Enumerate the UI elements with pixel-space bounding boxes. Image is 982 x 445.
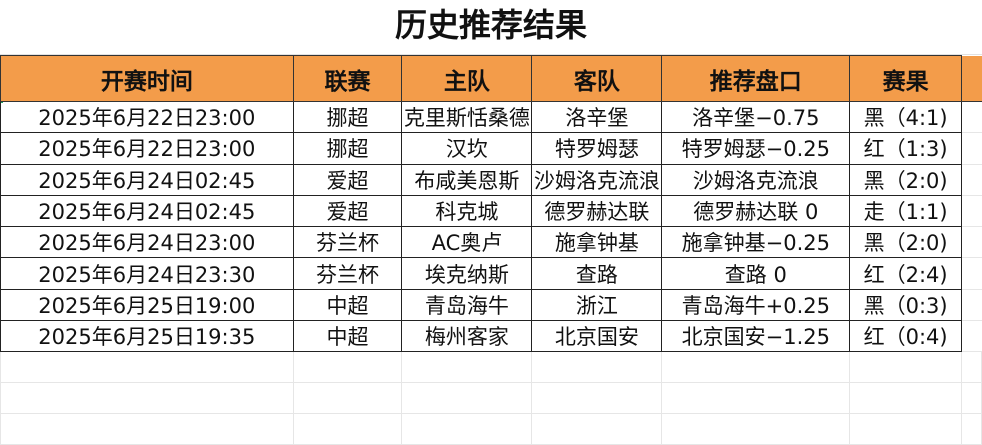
cell-home[interactable]: 克里斯恬桑德 <box>401 100 533 134</box>
cell-away[interactable]: 查路 <box>531 257 663 290</box>
header-away[interactable]: 客队 <box>531 55 663 102</box>
empty-cell[interactable] <box>961 195 982 228</box>
cell-pick[interactable]: 施拿钟基−0.25 <box>661 226 851 259</box>
cell-pick[interactable]: 洛辛堡−0.75 <box>661 100 851 134</box>
empty-cell[interactable] <box>401 382 533 415</box>
table-row: 2025年6月24日23:30 芬兰杯 埃克纳斯 查路 查路 0 红（2:4) <box>0 257 982 290</box>
empty-cell[interactable] <box>849 382 963 415</box>
cell-home[interactable]: 埃克纳斯 <box>401 257 533 290</box>
title-row <box>0 0 982 55</box>
cell-league[interactable]: 爱超 <box>292 194 403 228</box>
header-pick[interactable]: 推荐盘口 <box>661 55 851 102</box>
cell-result[interactable]: 红（0:4) <box>849 320 963 353</box>
cell-home[interactable]: 梅州客家 <box>401 320 533 353</box>
cell-home[interactable]: AC奥卢 <box>401 226 533 259</box>
empty-cell[interactable] <box>292 413 403 445</box>
cell-result[interactable]: 红（1:3) <box>849 132 963 165</box>
cell-pick[interactable]: 德罗赫达联 0 <box>661 194 851 228</box>
empty-cell[interactable] <box>531 413 663 445</box>
cell-result[interactable]: 黑（4:1) <box>849 100 963 134</box>
cell-pick[interactable]: 查路 0 <box>661 257 851 290</box>
table-row: 2025年6月24日23:00 芬兰杯 AC奥卢 施拿钟基 施拿钟基−0.25 黑（2:0… <box>0 226 982 259</box>
cell-home[interactable]: 科克城 <box>401 194 533 228</box>
empty-cell[interactable] <box>961 413 982 445</box>
cell-league[interactable]: 中超 <box>292 288 403 322</box>
empty-cell[interactable] <box>292 382 403 415</box>
empty-cell[interactable] <box>961 351 982 384</box>
empty-cell[interactable] <box>661 382 851 415</box>
empty-cell[interactable] <box>961 382 982 415</box>
cell-pick[interactable]: 特罗姆瑟−0.25 <box>661 132 851 165</box>
header-row: 开赛时间 联赛 主队 客队 推荐盘口 赛果 <box>0 55 982 102</box>
cell-away[interactable]: 施拿钟基 <box>531 226 663 259</box>
cell-pick[interactable]: 青岛海牛+0.25 <box>661 288 851 322</box>
cell-league[interactable]: 中超 <box>292 320 403 353</box>
cell-pick[interactable]: 沙姆洛克流浪 <box>661 163 851 196</box>
empty-cell[interactable] <box>961 320 982 353</box>
header-result[interactable]: 赛果 <box>849 55 963 102</box>
cell-league[interactable]: 芬兰杯 <box>292 257 403 290</box>
cell-league[interactable]: 爱超 <box>292 163 403 196</box>
table-row: 2025年6月25日19:35 中超 梅州客家 北京国安 北京国安−1.25 红（0:4) <box>0 320 982 353</box>
cell-pick[interactable]: 北京国安−1.25 <box>661 320 851 353</box>
empty-cell[interactable] <box>401 413 533 445</box>
empty-row <box>0 382 982 415</box>
empty-cell[interactable] <box>0 413 294 445</box>
cell-result[interactable]: 走（1:1) <box>849 194 963 228</box>
cell-home[interactable]: 汉坎 <box>401 132 533 165</box>
empty-cell[interactable] <box>849 351 963 384</box>
cell-time[interactable]: 2025年6月25日19:35 <box>0 320 294 353</box>
empty-cell[interactable] <box>0 382 294 415</box>
empty-cell[interactable] <box>961 101 982 134</box>
cell-time[interactable]: 2025年6月24日02:45 <box>0 163 294 196</box>
cell-away[interactable]: 浙江 <box>531 288 663 322</box>
table-row: 2025年6月22日23:00 挪超 克里斯恬桑德 洛辛堡 洛辛堡−0.75 黑（4:1) <box>0 100 982 134</box>
empty-cell[interactable] <box>661 413 851 445</box>
table-row: 2025年6月24日02:45 爱超 布咸美恩斯 沙姆洛克流浪 沙姆洛克流浪 黑（2:0) <box>0 163 982 196</box>
cell-time[interactable]: 2025年6月24日23:30 <box>0 257 294 290</box>
cell-league[interactable]: 挪超 <box>292 132 403 165</box>
cell-time[interactable]: 2025年6月22日23:00 <box>0 100 294 134</box>
table-row: 2025年6月25日19:00 中超 青岛海牛 浙江 青岛海牛+0.25 黑（0:3) <box>0 288 982 322</box>
empty-cell[interactable] <box>531 382 663 415</box>
cell-league[interactable]: 挪超 <box>292 100 403 134</box>
empty-cell[interactable] <box>292 351 403 384</box>
empty-row <box>0 413 982 445</box>
empty-cell[interactable] <box>849 413 963 445</box>
cell-home[interactable]: 青岛海牛 <box>401 288 533 322</box>
header-home[interactable]: 主队 <box>401 55 533 102</box>
cell-result[interactable]: 黑（2:0) <box>849 163 963 196</box>
table-row: 2025年6月22日23:00 挪超 汉坎 特罗姆瑟 特罗姆瑟−0.25 红（1:3) <box>0 132 982 165</box>
table-row: 2025年6月24日02:45 爱超 科克城 德罗赫达联 德罗赫达联 0 走（1:1) <box>0 194 982 228</box>
empty-cell[interactable] <box>961 55 982 102</box>
cell-time[interactable]: 2025年6月24日02:45 <box>0 194 294 228</box>
empty-cell[interactable] <box>961 132 982 165</box>
cell-league[interactable]: 芬兰杯 <box>292 226 403 259</box>
cell-time[interactable]: 2025年6月22日23:00 <box>0 132 294 165</box>
cell-result[interactable]: 黑（0:3) <box>849 288 963 322</box>
empty-cell[interactable] <box>401 351 533 384</box>
empty-cell[interactable] <box>0 351 294 384</box>
cell-away[interactable]: 洛辛堡 <box>531 100 663 134</box>
empty-cell[interactable] <box>961 257 982 290</box>
results-table: 开赛时间 联赛 主队 客队 推荐盘口 赛果 2025年6月22日23:00 挪超克… <box>0 55 982 445</box>
cell-away[interactable]: 德罗赫达联 <box>531 194 663 228</box>
cell-time[interactable]: 2025年6月24日23:00 <box>0 226 294 259</box>
empty-cell[interactable] <box>961 289 982 322</box>
empty-cell[interactable] <box>531 351 663 384</box>
sheet-title: 历史推荐结果 <box>394 6 587 44</box>
cell-away[interactable]: 北京国安 <box>531 320 663 353</box>
header-time[interactable]: 开赛时间 <box>0 55 294 102</box>
header-league[interactable]: 联赛 <box>292 55 403 102</box>
empty-cell[interactable] <box>661 351 851 384</box>
cell-away[interactable]: 沙姆洛克流浪 <box>531 163 663 196</box>
cell-home[interactable]: 布咸美恩斯 <box>401 163 533 196</box>
cell-away[interactable]: 特罗姆瑟 <box>531 132 663 165</box>
cell-result[interactable]: 黑（2:0) <box>849 226 963 259</box>
cell-time[interactable]: 2025年6月25日19:00 <box>0 288 294 322</box>
empty-row <box>0 351 982 384</box>
empty-cell[interactable] <box>961 226 982 259</box>
empty-cell[interactable] <box>961 164 982 196</box>
cell-result[interactable]: 红（2:4) <box>849 257 963 290</box>
